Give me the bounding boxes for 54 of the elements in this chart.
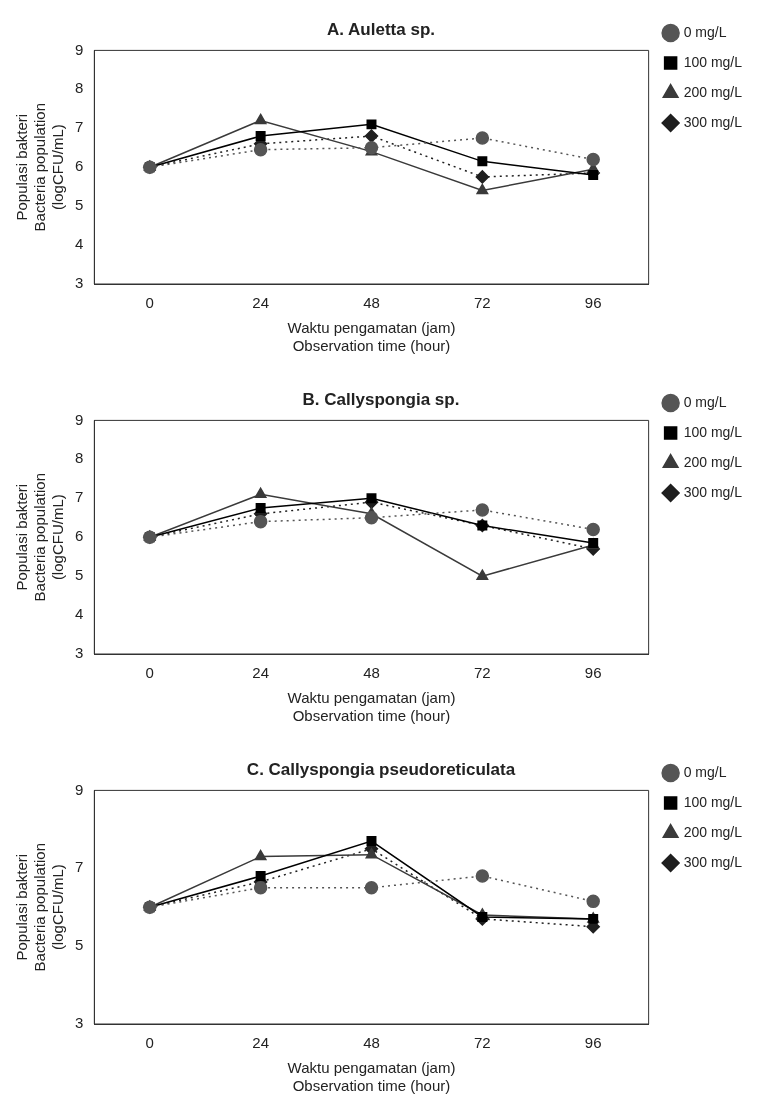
y-tick-label: 3 xyxy=(75,1014,84,1032)
y-axis-title: Populasi bakteri Bacteria population (logCFU/mL) xyxy=(13,472,67,602)
y-tick-label: 5 xyxy=(75,196,84,214)
y-tick-label: 8 xyxy=(75,79,84,97)
y-tick-label: 7 xyxy=(75,488,84,506)
y-tick-label: 6 xyxy=(75,157,84,175)
x-tick-label: 48 xyxy=(363,1034,380,1052)
x-axis-title: Waktu pengamatan (jam) Observation time (hour) xyxy=(287,319,456,355)
x-tick-label: 48 xyxy=(363,664,380,682)
x-tick-label: 24 xyxy=(252,1034,269,1052)
y-tick-label: 7 xyxy=(75,118,84,136)
y-axis-title: Populasi bakteri Bacteria population (logCFU/mL) xyxy=(13,842,67,972)
y-tick-label: 4 xyxy=(75,605,84,623)
y-tick-label: 4 xyxy=(75,235,84,253)
legend-label: 100 mg/L xyxy=(683,423,743,440)
y-tick-label: 8 xyxy=(75,449,84,467)
x-tick-label: 24 xyxy=(252,294,269,312)
y-tick-label: 5 xyxy=(75,566,84,584)
y-tick-label: 9 xyxy=(75,40,84,58)
y-tick-label: 9 xyxy=(75,410,84,428)
legend-label: 100 mg/L xyxy=(683,793,743,810)
x-tick-label: 96 xyxy=(584,294,602,312)
x-tick-label: 0 xyxy=(145,294,154,312)
y-tick-label: 5 xyxy=(75,936,84,954)
legend-label: 0 mg/L xyxy=(683,763,727,780)
legend-label: 300 mg/L xyxy=(683,113,743,130)
x-tick-label: 72 xyxy=(474,294,491,312)
chart-title: B. Callyspongia sp. xyxy=(302,389,460,409)
legend-label: 0 mg/L xyxy=(683,393,727,410)
y-tick-label: 9 xyxy=(75,780,84,798)
x-axis-title: Waktu pengamatan (jam) Observation time (hour) xyxy=(287,689,456,725)
y-axis-title: Populasi bakteri Bacteria population (logCFU/mL) xyxy=(13,102,67,232)
x-tick-label: 48 xyxy=(363,294,380,312)
chart-title: A. Auletta sp. xyxy=(327,19,435,39)
x-tick-label: 24 xyxy=(252,664,269,682)
y-tick-label: 6 xyxy=(75,527,84,545)
legend-label: 200 mg/L xyxy=(683,83,743,100)
legend-label: 200 mg/L xyxy=(683,823,743,840)
y-tick-label: 3 xyxy=(75,644,84,662)
legend-label: 300 mg/L xyxy=(683,853,743,870)
x-tick-label: 72 xyxy=(474,1034,491,1052)
legend-label: 200 mg/L xyxy=(683,453,743,470)
y-tick-label: 3 xyxy=(75,274,84,292)
x-tick-label: 0 xyxy=(145,1034,154,1052)
x-axis-title: Waktu pengamatan (jam) Observation time (hour) xyxy=(287,1059,456,1095)
legend-label: 100 mg/L xyxy=(683,53,743,70)
chart-title: C. Callyspongia pseudoreticulata xyxy=(246,759,516,779)
y-tick-label: 7 xyxy=(75,858,84,876)
x-tick-label: 96 xyxy=(584,1034,602,1052)
x-tick-label: 0 xyxy=(145,664,154,682)
x-tick-label: 96 xyxy=(584,664,602,682)
legend-label: 300 mg/L xyxy=(683,483,743,500)
x-tick-label: 72 xyxy=(474,664,491,682)
legend-label: 0 mg/L xyxy=(683,23,727,40)
